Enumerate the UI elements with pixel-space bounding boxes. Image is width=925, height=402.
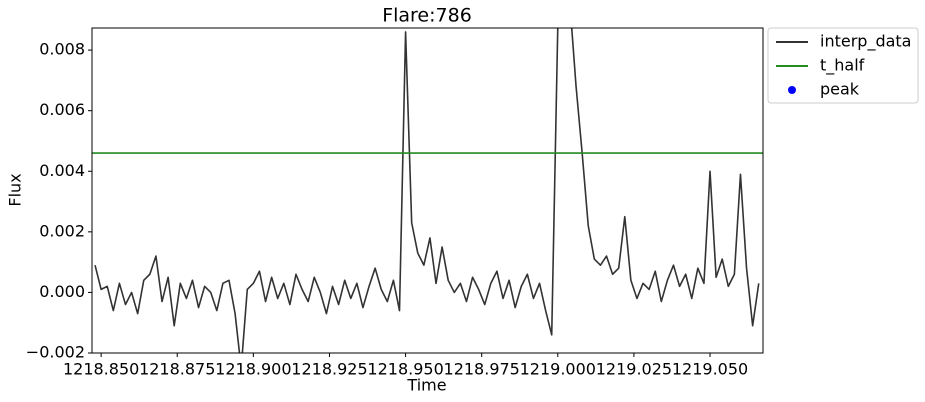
y-axis-label: Flux: [6, 173, 25, 206]
x-tick-label: 1219.050: [672, 360, 748, 379]
legend-swatch: [788, 86, 796, 94]
y-tick-label: −0.002: [26, 343, 85, 362]
legend-label: interp_data: [820, 32, 911, 52]
y-tick-label: 0.000: [39, 282, 85, 301]
x-tick-label: 1218.875: [139, 360, 215, 379]
chart-title: Flare:786: [382, 5, 472, 27]
data-line: [94, 28, 760, 353]
x-tick-label: 1218.975: [444, 360, 520, 379]
x-axis-label: Time: [406, 376, 446, 395]
y-tick-label: 0.002: [39, 221, 85, 240]
legend-box: [767, 27, 919, 104]
x-tick-label: 1218.850: [63, 360, 139, 379]
x-tick-label: 1218.925: [291, 360, 367, 379]
y-tick-label: 0.008: [39, 40, 85, 59]
axes-frame: [91, 27, 764, 354]
legend-label: t_half: [820, 56, 865, 76]
x-tick-label: 1218.900: [215, 360, 291, 379]
x-tick-label: 1218.950: [367, 360, 443, 379]
y-tick-label: 0.006: [39, 100, 85, 119]
plot-area: [92, 28, 763, 353]
x-tick-label: 1219.000: [520, 360, 596, 379]
legend-label: peak: [820, 80, 860, 99]
x-tick-label: 1219.025: [596, 360, 672, 379]
y-tick-label: 0.004: [39, 161, 85, 180]
